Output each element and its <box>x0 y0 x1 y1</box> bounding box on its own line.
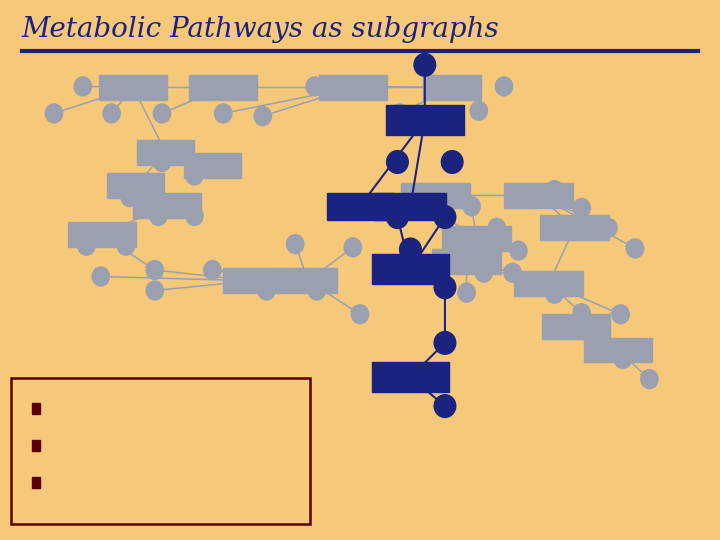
Bar <box>374 193 446 220</box>
Ellipse shape <box>434 276 456 299</box>
Bar <box>32 440 40 451</box>
Text: Escherichia coli: Escherichia coli <box>19 389 156 403</box>
Bar <box>319 75 387 100</box>
Ellipse shape <box>103 104 120 123</box>
Ellipse shape <box>215 159 232 178</box>
Ellipse shape <box>400 238 421 261</box>
Ellipse shape <box>546 180 563 199</box>
Ellipse shape <box>510 241 527 260</box>
Bar <box>32 403 40 414</box>
Ellipse shape <box>254 106 271 125</box>
Ellipse shape <box>306 77 323 96</box>
Ellipse shape <box>434 395 456 417</box>
Bar <box>279 268 337 293</box>
Bar <box>583 338 652 362</box>
Text: 159 pathways (EcoCyc): 159 pathways (EcoCyc) <box>47 476 203 489</box>
Ellipse shape <box>351 305 369 323</box>
Ellipse shape <box>153 104 171 123</box>
Ellipse shape <box>414 53 436 76</box>
Ellipse shape <box>434 332 456 354</box>
Ellipse shape <box>614 350 631 368</box>
Bar <box>386 105 464 134</box>
Ellipse shape <box>458 283 475 302</box>
Bar <box>107 173 164 198</box>
Ellipse shape <box>121 188 138 206</box>
Ellipse shape <box>463 197 480 215</box>
Ellipse shape <box>420 195 437 214</box>
Ellipse shape <box>146 281 163 300</box>
Bar <box>432 249 501 274</box>
Bar <box>184 153 241 178</box>
Ellipse shape <box>387 206 408 228</box>
Bar <box>133 193 201 218</box>
Ellipse shape <box>287 234 304 253</box>
Ellipse shape <box>355 77 372 96</box>
Ellipse shape <box>117 237 135 255</box>
Ellipse shape <box>391 104 408 123</box>
Bar <box>402 183 469 208</box>
Ellipse shape <box>475 263 492 282</box>
Ellipse shape <box>488 218 505 238</box>
Ellipse shape <box>641 370 658 389</box>
Ellipse shape <box>344 238 361 256</box>
Ellipse shape <box>438 77 455 96</box>
Ellipse shape <box>45 104 63 123</box>
Ellipse shape <box>387 151 408 173</box>
Bar <box>372 362 449 392</box>
Bar <box>137 140 194 165</box>
Ellipse shape <box>92 267 109 286</box>
Ellipse shape <box>74 77 91 96</box>
Text: 967 enzymes (Swissprot): 967 enzymes (Swissprot) <box>47 439 215 452</box>
Ellipse shape <box>153 152 171 172</box>
Bar <box>32 477 40 488</box>
Ellipse shape <box>186 166 203 185</box>
Bar <box>99 75 168 100</box>
Ellipse shape <box>78 237 95 255</box>
Ellipse shape <box>573 198 590 217</box>
Ellipse shape <box>308 281 325 300</box>
Ellipse shape <box>186 206 203 226</box>
Bar <box>540 215 609 240</box>
Ellipse shape <box>612 305 629 323</box>
Text: 4219 Genes (Blattner): 4219 Genes (Blattner) <box>47 402 195 415</box>
Bar <box>372 254 449 284</box>
Text: Metabolic Pathways as subgraphs: Metabolic Pathways as subgraphs <box>22 16 500 43</box>
Ellipse shape <box>434 206 456 228</box>
Bar <box>327 193 393 220</box>
Ellipse shape <box>600 218 617 238</box>
FancyBboxPatch shape <box>11 378 310 524</box>
Ellipse shape <box>441 151 463 173</box>
Ellipse shape <box>258 281 275 300</box>
Bar <box>223 268 281 293</box>
Bar <box>515 271 583 296</box>
Ellipse shape <box>546 284 563 303</box>
Ellipse shape <box>504 263 521 282</box>
Bar <box>504 183 573 208</box>
Ellipse shape <box>588 339 605 357</box>
Ellipse shape <box>495 77 513 96</box>
Bar <box>68 222 137 247</box>
Bar <box>189 75 258 100</box>
Ellipse shape <box>150 206 167 226</box>
Ellipse shape <box>215 104 232 123</box>
Ellipse shape <box>626 239 644 258</box>
Ellipse shape <box>146 261 163 280</box>
Bar <box>423 75 481 100</box>
Ellipse shape <box>470 102 487 120</box>
Bar <box>442 226 511 251</box>
Bar <box>542 314 611 339</box>
Ellipse shape <box>573 303 590 322</box>
Ellipse shape <box>204 261 221 280</box>
